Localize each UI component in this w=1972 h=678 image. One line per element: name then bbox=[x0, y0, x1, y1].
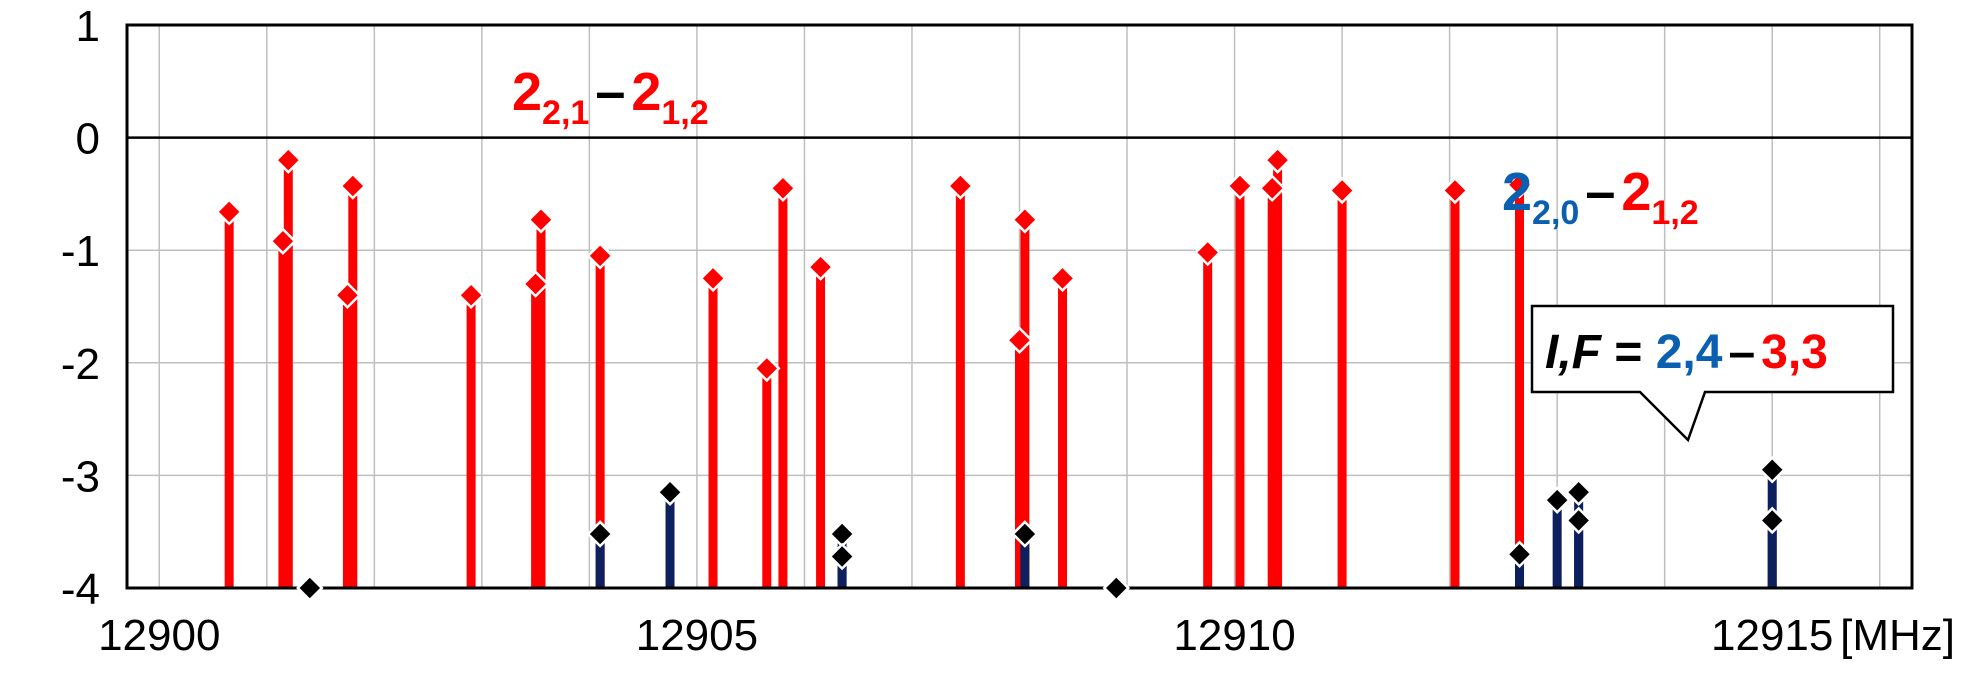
data-point bbox=[656, 478, 684, 507]
annotation-a-main1: 2 bbox=[512, 62, 542, 122]
data-point bbox=[1328, 176, 1356, 205]
data-point bbox=[1011, 520, 1039, 548]
callout-dash: – bbox=[1728, 326, 1755, 379]
annotation-b-sub2: 1,2 bbox=[1651, 194, 1698, 232]
markers bbox=[215, 146, 1786, 602]
y-tick-labels: 1 0 -1 -2 -3 -4 bbox=[61, 2, 100, 614]
stems bbox=[224, 160, 1777, 588]
data-point bbox=[1505, 540, 1534, 568]
data-point bbox=[753, 354, 781, 383]
annotation-b-main2: 2 bbox=[1621, 162, 1651, 222]
annotation-b-main1: 2 bbox=[1502, 162, 1532, 222]
x-tick-label: 12900 bbox=[98, 611, 220, 660]
data-point bbox=[806, 253, 835, 281]
callout-label: I,F bbox=[1545, 326, 1603, 379]
y-tick-label: -1 bbox=[61, 227, 100, 276]
data-point bbox=[769, 174, 797, 203]
data-point bbox=[699, 264, 727, 293]
data-point bbox=[1564, 506, 1593, 535]
annotation-a-sub1: 2,1 bbox=[542, 94, 589, 132]
data-point bbox=[586, 520, 614, 548]
data-point bbox=[1048, 264, 1077, 293]
x-tick-labels: 12900 12905 12910 12915 bbox=[98, 611, 1833, 660]
data-point bbox=[1258, 174, 1286, 203]
y-tick-label: -2 bbox=[61, 340, 100, 389]
annotation-b-sub1: 2,0 bbox=[1532, 194, 1579, 232]
data-point bbox=[296, 574, 324, 602]
data-point bbox=[339, 172, 367, 200]
data-point bbox=[1543, 486, 1571, 514]
y-tick-label: 0 bbox=[76, 115, 100, 164]
x-tick-label: 12915 bbox=[1711, 611, 1833, 660]
callout-box bbox=[1530, 304, 1895, 443]
annotation-b-dash: – bbox=[1585, 162, 1615, 222]
callout: I,F = 2,4–3,3 bbox=[1530, 304, 1895, 443]
annotation-a-dash: – bbox=[595, 62, 625, 122]
callout-equals: = bbox=[1601, 326, 1656, 379]
data-point bbox=[828, 520, 856, 548]
data-point bbox=[333, 281, 362, 310]
data-point bbox=[828, 542, 856, 571]
data-point bbox=[1102, 574, 1131, 602]
annotation-a-sub2: 1,2 bbox=[661, 94, 708, 132]
data-point bbox=[1263, 146, 1292, 174]
data-point bbox=[1441, 176, 1469, 205]
plot-frame bbox=[125, 23, 1914, 590]
data-point bbox=[1758, 506, 1786, 535]
data-point bbox=[1564, 478, 1593, 507]
callout-value-2: 3,3 bbox=[1761, 326, 1828, 379]
svg-text:22,1–21,2: 22,1–21,2 bbox=[512, 62, 709, 132]
data-point bbox=[586, 242, 614, 270]
svg-text:22,0–21,2: 22,0–21,2 bbox=[1502, 162, 1699, 232]
data-point bbox=[1505, 171, 1534, 199]
data-point bbox=[1011, 206, 1039, 234]
annotation-transition-a: 22,1–21,2 bbox=[512, 62, 709, 132]
x-tick-label: 12910 bbox=[1173, 611, 1295, 660]
data-point bbox=[1005, 326, 1034, 355]
callout-value-1: 2,4 bbox=[1656, 326, 1723, 379]
y-tick-label: -3 bbox=[61, 452, 100, 501]
data-point bbox=[215, 198, 243, 226]
data-point bbox=[946, 172, 975, 200]
y-tick-label: -4 bbox=[61, 565, 100, 614]
data-point bbox=[274, 146, 303, 174]
data-point bbox=[1193, 238, 1222, 267]
svg-text:I,F = 2,4–3,3: I,F = 2,4–3,3 bbox=[1545, 326, 1828, 379]
data-point bbox=[457, 281, 485, 310]
data-point bbox=[1226, 172, 1254, 200]
data-point bbox=[1758, 456, 1786, 484]
x-tick-label: 12905 bbox=[636, 611, 758, 660]
y-tick-label: 1 bbox=[76, 2, 100, 51]
data-point bbox=[521, 270, 550, 298]
annotation-a-main2: 2 bbox=[631, 62, 661, 122]
data-point bbox=[269, 227, 297, 255]
data-point bbox=[527, 206, 555, 234]
annotation-transition-b: 22,0–21,2 bbox=[1502, 162, 1699, 232]
x-unit-label: [MHz] bbox=[1840, 611, 1955, 660]
